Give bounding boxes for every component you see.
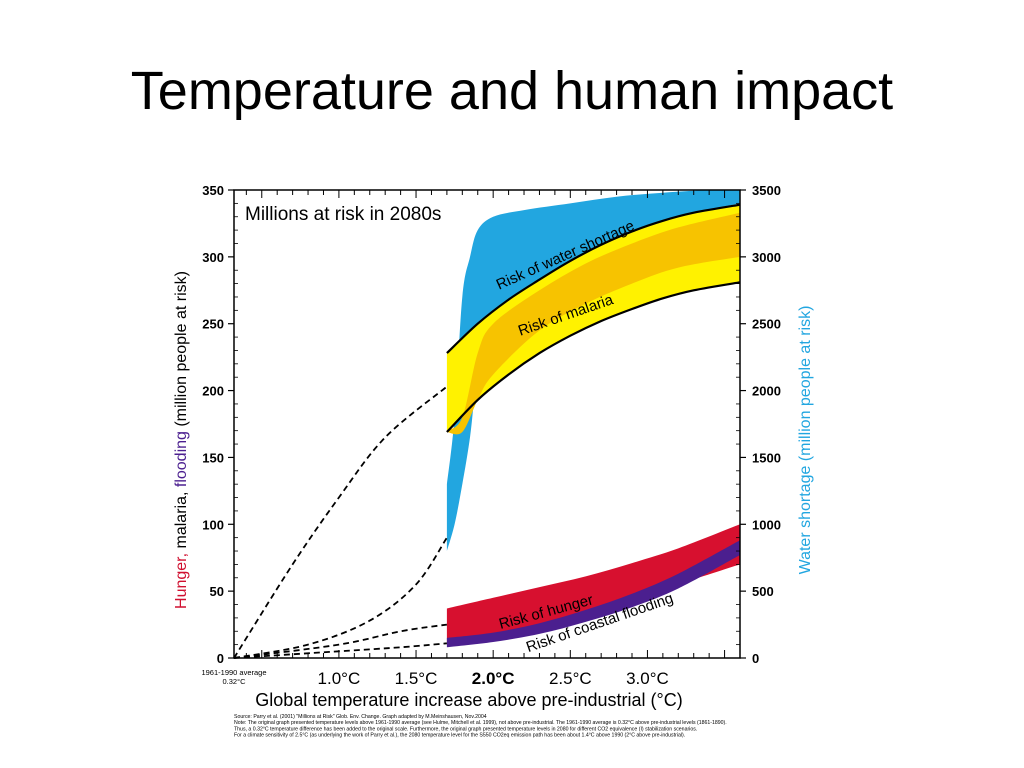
left-y-tick-label: 100 bbox=[202, 517, 224, 532]
chart-title: Millions at risk in 2080s bbox=[245, 204, 441, 225]
band-risk-of-hunger bbox=[446, 524, 740, 642]
source-line: For a climate sensitivity of 2.5°C (as u… bbox=[234, 733, 685, 739]
x-tick-label: 1.0°C bbox=[318, 669, 361, 688]
axis-label-part: Hunger, bbox=[173, 553, 190, 609]
malaria-upper-boundary bbox=[446, 203, 740, 354]
slide-title: Temperature and human impact bbox=[130, 61, 894, 121]
source-line: Note: The original graph presented tempe… bbox=[234, 720, 727, 726]
left-y-tick-label: 50 bbox=[210, 584, 224, 599]
x-tick-label: 1.5°C bbox=[395, 669, 438, 688]
right-y-tick-label: 500 bbox=[752, 584, 774, 599]
left-y-tick-label: 200 bbox=[202, 384, 224, 399]
source-notes: Source: Parry et al. (2001) "Millions at… bbox=[234, 714, 727, 739]
x-tick-label: 2.5°C bbox=[549, 669, 592, 688]
right-y-tick-label: 2000 bbox=[752, 384, 781, 399]
dashed-line-malaria bbox=[233, 385, 448, 659]
right-y-tick-label: 2500 bbox=[752, 317, 781, 332]
plot-frame bbox=[233, 189, 741, 659]
right-y-tick-label: 3000 bbox=[752, 250, 781, 265]
left-y-tick-label: 300 bbox=[202, 250, 224, 265]
source-line: Thus, a 0.32°C temperature difference ha… bbox=[234, 726, 697, 732]
right-y-tick-label: 3500 bbox=[752, 183, 781, 198]
axis-label-part: Water shortage (million people at risk) bbox=[797, 306, 814, 575]
left-y-axis-label: Hunger, malaria, flooding (million peopl… bbox=[173, 271, 190, 609]
axis-label-part: (million people at risk) bbox=[173, 271, 190, 431]
bands-layer bbox=[446, 190, 740, 648]
band-risk-of-coastal-flooding bbox=[446, 540, 740, 648]
band-risk-of-water-shortage bbox=[446, 190, 740, 551]
baseline-note-line: 0.32°C bbox=[222, 677, 246, 686]
left-y-tick-label: 250 bbox=[202, 317, 224, 332]
dashed-line-hunger bbox=[233, 623, 448, 659]
left-y-tick-label: 150 bbox=[202, 450, 224, 465]
axis-label-part: flooding bbox=[173, 431, 190, 487]
dashed-lines-layer bbox=[233, 385, 448, 659]
dashed-line-flooding bbox=[233, 642, 447, 659]
malaria-lower-boundary bbox=[446, 281, 740, 433]
baseline-note-line: 1961-1990 average bbox=[201, 668, 266, 677]
axis-label-part: malaria, bbox=[173, 487, 190, 553]
dashed-line-water bbox=[233, 537, 448, 659]
x-tick-label: 2.0°C bbox=[472, 669, 515, 688]
right-y-tick-label: 0 bbox=[752, 651, 759, 666]
axis-layer: 0501001502002503003500500100015002000250… bbox=[202, 183, 781, 688]
left-y-tick-label: 0 bbox=[217, 651, 224, 666]
right-y-tick-label: 1000 bbox=[752, 517, 781, 532]
source-line: Source: Parry et al. (2001) "Millions at… bbox=[234, 714, 487, 720]
right-y-tick-label: 1500 bbox=[752, 450, 781, 465]
x-axis-label: Global temperature increase above pre-in… bbox=[255, 690, 682, 710]
left-y-tick-label: 350 bbox=[202, 183, 224, 198]
x-tick-label: 3.0°C bbox=[626, 669, 669, 688]
band-malaria-inner bbox=[446, 212, 740, 435]
right-y-axis-label: Water shortage (million people at risk) bbox=[797, 306, 814, 575]
